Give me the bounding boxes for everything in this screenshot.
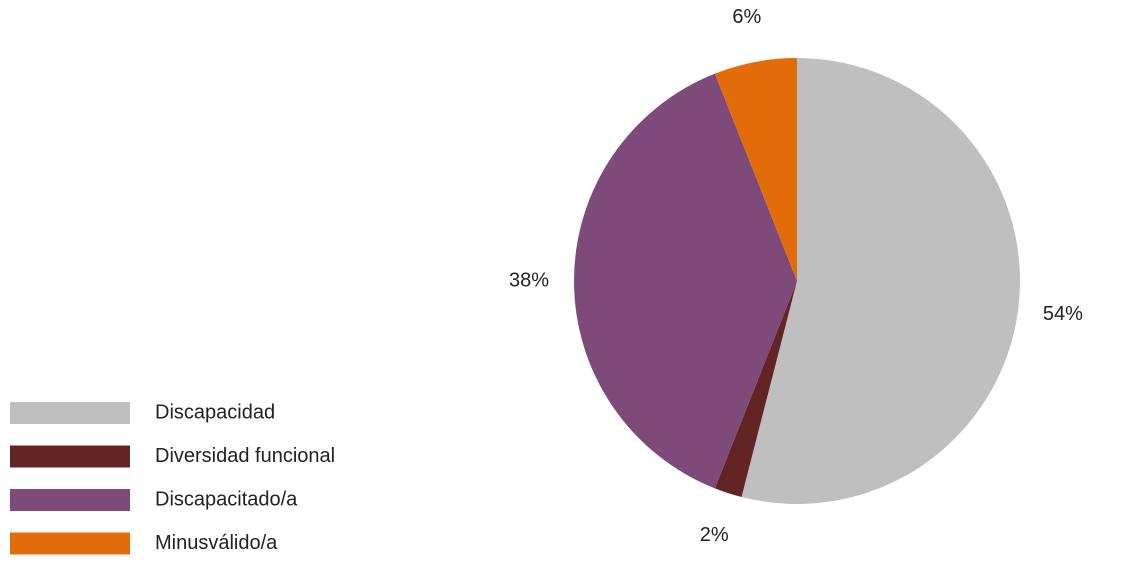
pie-slice <box>714 281 797 497</box>
data-label: 38% <box>509 269 549 291</box>
pie-slice <box>573 73 797 489</box>
data-label: 6% <box>732 6 761 28</box>
legend-label: Diversidad funcional <box>155 445 335 467</box>
pie-slice <box>741 58 1020 504</box>
data-label: 54% <box>1043 303 1083 325</box>
legend-swatch <box>10 402 130 424</box>
legend-label: Minusválido/a <box>155 532 278 554</box>
legend-swatch <box>10 489 130 511</box>
legend-swatch <box>10 532 130 555</box>
legend-swatch <box>10 445 130 468</box>
legend-label: Discapacidad <box>155 401 275 423</box>
legend-label: Discapacitado/a <box>155 488 298 510</box>
pie-slice <box>714 58 797 281</box>
data-label: 2% <box>700 524 729 546</box>
